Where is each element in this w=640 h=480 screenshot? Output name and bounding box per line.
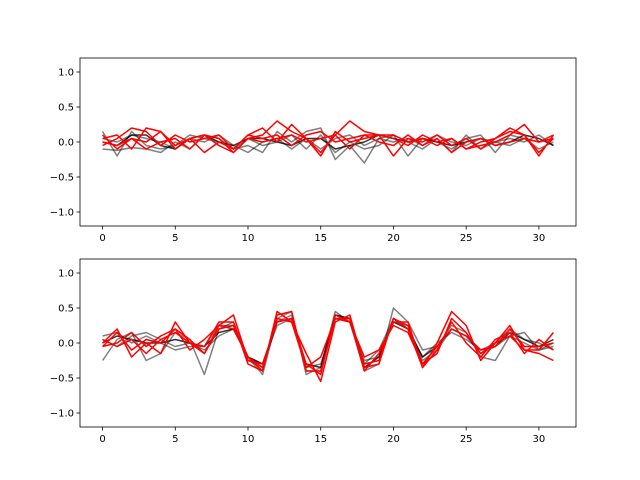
x-tick-label: 5 (172, 434, 178, 445)
x-tick-label: 5 (172, 233, 178, 244)
x-tick-label: 20 (387, 233, 400, 244)
top-axes: 0 5 10 15 20 25 30 1.0 0.5 0.0 −0.5 −1.0 (50, 57, 577, 244)
series-line-7 (102, 134, 554, 154)
x-tick-label: 0 (99, 233, 105, 244)
y-tick-label: 0.0 (58, 138, 74, 149)
x-tick-label: 20 (387, 434, 400, 445)
y-tick-label: −1.0 (50, 208, 74, 219)
y-tick-label: 1.0 (58, 269, 74, 280)
series-line-7 (102, 314, 554, 376)
x-tick-label: 25 (460, 233, 473, 244)
x-tick-label: 15 (314, 434, 327, 445)
x-tick-label: 10 (242, 434, 255, 445)
x-tick-label: 30 (533, 434, 546, 445)
y-tick-label: −0.5 (50, 374, 74, 385)
x-tick-label: 0 (99, 434, 105, 445)
series-line-6 (102, 317, 554, 369)
y-tick-label: −1.0 (50, 409, 74, 420)
bottom-axes: 0 5 10 15 20 25 30 1.0 0.5 0.0 −0.5 −1.0 (50, 258, 577, 445)
x-tick-label: 15 (314, 233, 327, 244)
y-tick-label: 1.0 (58, 68, 74, 79)
y-tick-label: 0.5 (58, 304, 74, 315)
x-tick-label: 30 (533, 233, 546, 244)
plot-area (101, 120, 555, 164)
plot-area (101, 307, 555, 383)
y-tick-label: 0.5 (58, 103, 74, 114)
y-tick-label: −0.5 (50, 173, 74, 184)
y-tick-label: 0.0 (58, 339, 74, 350)
series-line-6 (102, 123, 554, 157)
x-tick-label: 25 (460, 434, 473, 445)
x-tick-label: 10 (242, 233, 255, 244)
